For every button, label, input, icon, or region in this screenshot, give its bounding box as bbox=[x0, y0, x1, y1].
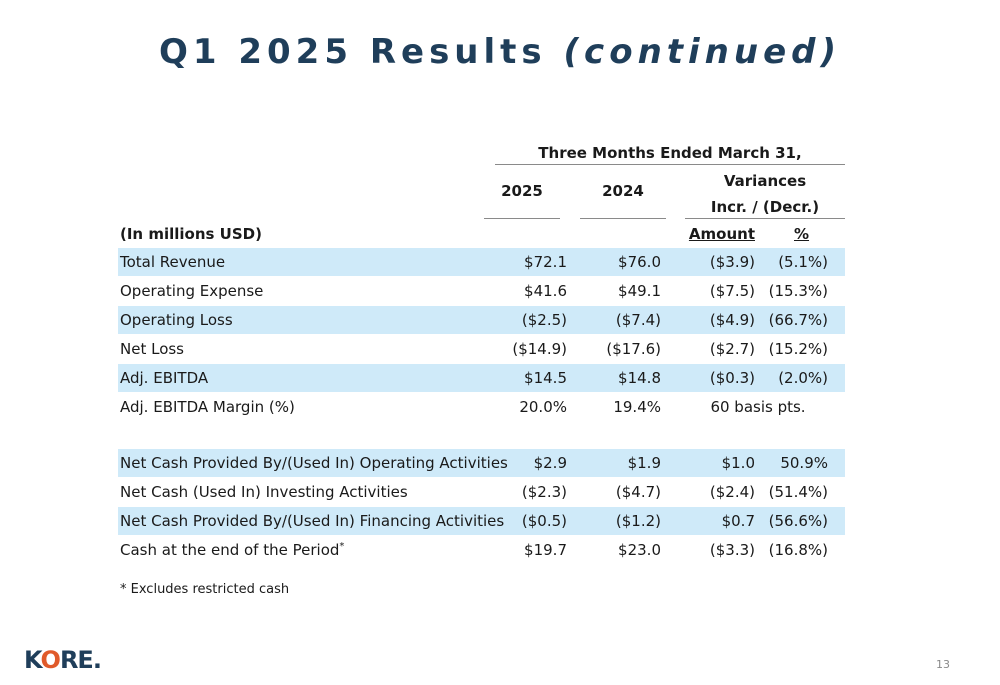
variance-pct: (16.8%) bbox=[768, 541, 828, 559]
variance-pct: (15.2%) bbox=[768, 340, 828, 358]
value-2025: ($14.9) bbox=[512, 340, 567, 358]
value-2025: $2.9 bbox=[533, 454, 567, 472]
variance-amount: ($2.7) bbox=[709, 340, 755, 358]
value-2025: 20.0% bbox=[519, 398, 567, 416]
row-label: Net Cash Provided By/(Used In) Operating… bbox=[120, 454, 508, 472]
amount-header: Amount bbox=[688, 225, 755, 243]
variance-amount: ($2.4) bbox=[709, 483, 755, 501]
value-2024: ($7.4) bbox=[615, 311, 661, 329]
table-row: Cash at the end of the Period* $19.7 $23… bbox=[118, 536, 845, 564]
table-row: Operating Loss ($2.5) ($7.4) ($4.9) (66.… bbox=[118, 306, 845, 334]
table-row: Adj. EBITDA $14.5 $14.8 ($0.3) (2.0%) bbox=[118, 364, 845, 392]
table-row: Net Cash (Used In) Investing Activities … bbox=[118, 478, 845, 506]
kore-logo: KORE. bbox=[24, 646, 102, 674]
row-label: Adj. EBITDA bbox=[120, 369, 209, 387]
row-label: Net Loss bbox=[120, 340, 184, 358]
value-2025: ($2.3) bbox=[521, 483, 567, 501]
logo-letter-o: O bbox=[40, 646, 61, 674]
value-2025: $41.6 bbox=[524, 282, 567, 300]
value-2024: $49.1 bbox=[618, 282, 661, 300]
year-2024-header: 2024 bbox=[580, 166, 666, 219]
value-2024: $1.9 bbox=[627, 454, 661, 472]
row-label: Net Cash (Used In) Investing Activities bbox=[120, 483, 408, 501]
value-2025: ($2.5) bbox=[521, 311, 567, 329]
variance-amount: ($3.9) bbox=[709, 253, 755, 271]
row-label: Operating Loss bbox=[120, 311, 233, 329]
variances-line1: Variances bbox=[723, 172, 807, 190]
table-row: Adj. EBITDA Margin (%) 20.0% 19.4% 60 ba… bbox=[118, 393, 845, 421]
variance-pct: (2.0%) bbox=[778, 369, 828, 387]
value-2025: $14.5 bbox=[524, 369, 567, 387]
variance-pct: (66.7%) bbox=[768, 311, 828, 329]
variance-amount: ($0.3) bbox=[709, 369, 755, 387]
variance-pct: (5.1%) bbox=[778, 253, 828, 271]
variance-pct: 50.9% bbox=[780, 454, 828, 472]
table-row: Net Cash Provided By/(Used In) Financing… bbox=[118, 507, 845, 535]
units-label: (In millions USD) bbox=[120, 225, 262, 243]
row-label: Operating Expense bbox=[120, 282, 264, 300]
variance-pct: (51.4%) bbox=[768, 483, 828, 501]
value-2024: ($4.7) bbox=[615, 483, 661, 501]
year-2024-label: 2024 bbox=[602, 182, 644, 200]
value-2024: ($17.6) bbox=[606, 340, 661, 358]
value-2024: $14.8 bbox=[618, 369, 661, 387]
title-suffix: (continued) bbox=[563, 32, 842, 72]
year-2025-header: 2025 bbox=[484, 166, 560, 219]
year-2025-label: 2025 bbox=[501, 182, 543, 200]
table-row: Net Cash Provided By/(Used In) Operating… bbox=[118, 449, 845, 477]
variance-amount: $1.0 bbox=[721, 454, 755, 472]
value-2025: $19.7 bbox=[524, 541, 567, 559]
period-header: Three Months Ended March 31, bbox=[495, 138, 845, 165]
value-2025: $72.1 bbox=[524, 253, 567, 271]
variances-line2: Incr. / (Decr.) bbox=[710, 198, 820, 216]
variance-amount: ($3.3) bbox=[709, 541, 755, 559]
row-label: Net Cash Provided By/(Used In) Financing… bbox=[120, 512, 505, 530]
variance-basis-points: 60 basis pts. bbox=[710, 398, 806, 416]
value-2024: 19.4% bbox=[613, 398, 661, 416]
value-2024: $76.0 bbox=[618, 253, 661, 271]
logo-letters-re: RE bbox=[59, 646, 94, 674]
value-2025: ($0.5) bbox=[521, 512, 567, 530]
title-main: Q1 2025 Results bbox=[158, 32, 547, 72]
value-2024: ($1.2) bbox=[615, 512, 661, 530]
units-row: (In millions USD) Amount % bbox=[118, 220, 845, 248]
row-label: Cash at the end of the Period* bbox=[120, 536, 344, 564]
variance-pct: (15.3%) bbox=[768, 282, 828, 300]
footnote-mark: * bbox=[339, 541, 345, 552]
variance-amount: ($4.9) bbox=[709, 311, 755, 329]
variances-header: Variances Incr. / (Decr.) bbox=[685, 166, 845, 219]
logo-letter-k: K bbox=[24, 646, 42, 674]
table-row: Operating Expense $41.6 $49.1 ($7.5) (15… bbox=[118, 277, 845, 305]
row-label: Total Revenue bbox=[120, 253, 226, 271]
value-2024: $23.0 bbox=[618, 541, 661, 559]
variance-amount: $0.7 bbox=[721, 512, 755, 530]
variance-amount: ($7.5) bbox=[709, 282, 755, 300]
row-label: Adj. EBITDA Margin (%) bbox=[120, 398, 295, 416]
table-row: Total Revenue $72.1 $76.0 ($3.9) (5.1%) bbox=[118, 248, 845, 276]
table-row: Net Loss ($14.9) ($17.6) ($2.7) (15.2%) bbox=[118, 335, 845, 363]
pct-header: % bbox=[794, 225, 810, 243]
page-title: Q1 2025 Results (continued) bbox=[0, 32, 1000, 72]
row-label-text: Cash at the end of the Period bbox=[120, 541, 340, 559]
variance-pct: (56.6%) bbox=[768, 512, 828, 530]
footnote: * Excludes restricted cash bbox=[120, 582, 290, 597]
logo-dot: . bbox=[92, 646, 102, 674]
page-number: 13 bbox=[936, 658, 950, 671]
